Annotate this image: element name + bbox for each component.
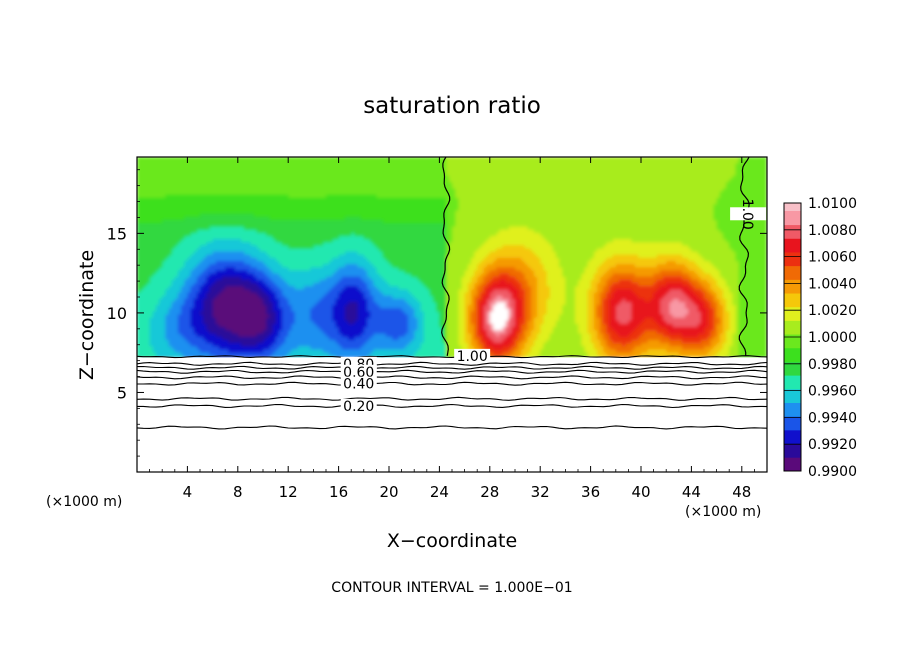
y-tick-label: 5 (117, 383, 127, 402)
x-tick-label: 28 (480, 483, 499, 501)
colorbar-tick-label: 1.0100 (808, 196, 857, 212)
contour-label: 1.00 (457, 349, 488, 365)
colorbar-swatch (784, 320, 801, 335)
colorbar-swatch (784, 279, 801, 294)
colorbar-swatch (784, 211, 801, 226)
x-tick-label: 12 (279, 483, 298, 501)
colorbar-swatch (784, 416, 801, 431)
colorbar-tick-label: 0.9920 (808, 437, 857, 453)
contour-line (137, 425, 767, 430)
colorbar-swatch (784, 402, 801, 417)
x-unit-label-right: (×1000 m) (685, 504, 761, 520)
contour-line (137, 361, 767, 366)
contour-label-backdrop (340, 398, 377, 412)
colorbar-swatch (784, 252, 801, 267)
colorbar-swatch (784, 388, 801, 403)
y-tick-label: 15 (107, 224, 127, 243)
unsaturated-lower-region (137, 357, 767, 472)
contour-label-backdrop (340, 364, 377, 378)
x-tick-label: 16 (329, 483, 348, 501)
x-axis: 4 8 12 16 20 24 28 32 36 40 44 48 (149, 157, 755, 501)
colorbar-swatch (784, 306, 801, 321)
x-tick-label: 44 (682, 483, 701, 501)
contour-label: 0.40 (343, 377, 374, 393)
x-tick-label: 32 (531, 483, 550, 501)
plot-area: 1.001.000.800.600.400.20 (136, 156, 768, 473)
contour-line (137, 365, 767, 370)
x-tick-label: 20 (379, 483, 398, 501)
contour-line (137, 375, 767, 380)
x-axis-title: X−coordinate (387, 530, 517, 552)
y-tick-label: 10 (107, 304, 127, 323)
colorbar-swatch (784, 457, 801, 472)
colorbar-swatch (784, 347, 801, 362)
colorbar-swatch (784, 361, 801, 376)
contour-label-backdrop (454, 348, 491, 362)
contour-label-backdrop (730, 207, 767, 221)
x-tick-label: 8 (233, 483, 243, 501)
colorbar-tick-label: 0.9940 (808, 410, 857, 426)
colorbar-tick-label: 1.0080 (808, 223, 857, 239)
colorbar-swatch (784, 293, 801, 308)
contour-line-1-00-right (738, 157, 750, 356)
colorbar-tick-label: 1.0020 (808, 303, 857, 319)
contour-label: 1.00 (739, 199, 755, 230)
colorbar: 1.0100 1.0080 1.0060 1.0040 1.0020 1.0000 0.99… (783, 196, 857, 480)
colorbar-tick-label: 0.9900 (808, 464, 857, 480)
x-unit-label-left: (×1000 m) (46, 494, 122, 510)
contour-label: 0.20 (343, 399, 374, 415)
colorbar-tick-label: 0.9980 (808, 357, 857, 373)
colorbar-tick-label: 1.0000 (808, 330, 857, 346)
contour-line (137, 396, 767, 401)
colorbar-swatch (784, 265, 801, 280)
colorbar-swatch (784, 334, 801, 349)
colorbar-swatch (784, 443, 801, 458)
colorbar-tick-label: 0.9960 (808, 384, 857, 400)
x-tick-label: 48 (732, 483, 751, 501)
contour-interval-footer: CONTOUR INTERVAL = 1.000E−01 (331, 580, 572, 596)
contour-labels: 1.001.000.800.600.400.20 (340, 199, 767, 415)
colorbar-tick-label: 1.0060 (808, 250, 857, 266)
colorbar-top-cap (784, 203, 801, 211)
chart-title: saturation ratio (363, 93, 541, 119)
contour-line (137, 369, 767, 374)
x-tick-label: 36 (581, 483, 600, 501)
contour-line (137, 381, 767, 386)
contour-lines (137, 157, 767, 430)
y-axis-title: Z−coordinate (76, 250, 98, 380)
colorbar-swatch (784, 429, 801, 445)
contour-label-backdrop (340, 376, 377, 390)
x-tick-label: 40 (631, 483, 650, 501)
colorbar-swatch (784, 238, 801, 253)
colorbar-swatch (784, 375, 801, 390)
x-tick-label: 4 (183, 483, 193, 501)
contour-line (137, 403, 767, 409)
x-tick-label: 24 (430, 483, 449, 501)
y-axis: 5 10 15 (107, 169, 767, 457)
colorbar-swatch (784, 224, 801, 239)
contour-line-1-00-left (441, 157, 451, 357)
contour-line-1-00-base (137, 355, 767, 359)
colorbar-tick-label: 1.0040 (808, 276, 857, 292)
